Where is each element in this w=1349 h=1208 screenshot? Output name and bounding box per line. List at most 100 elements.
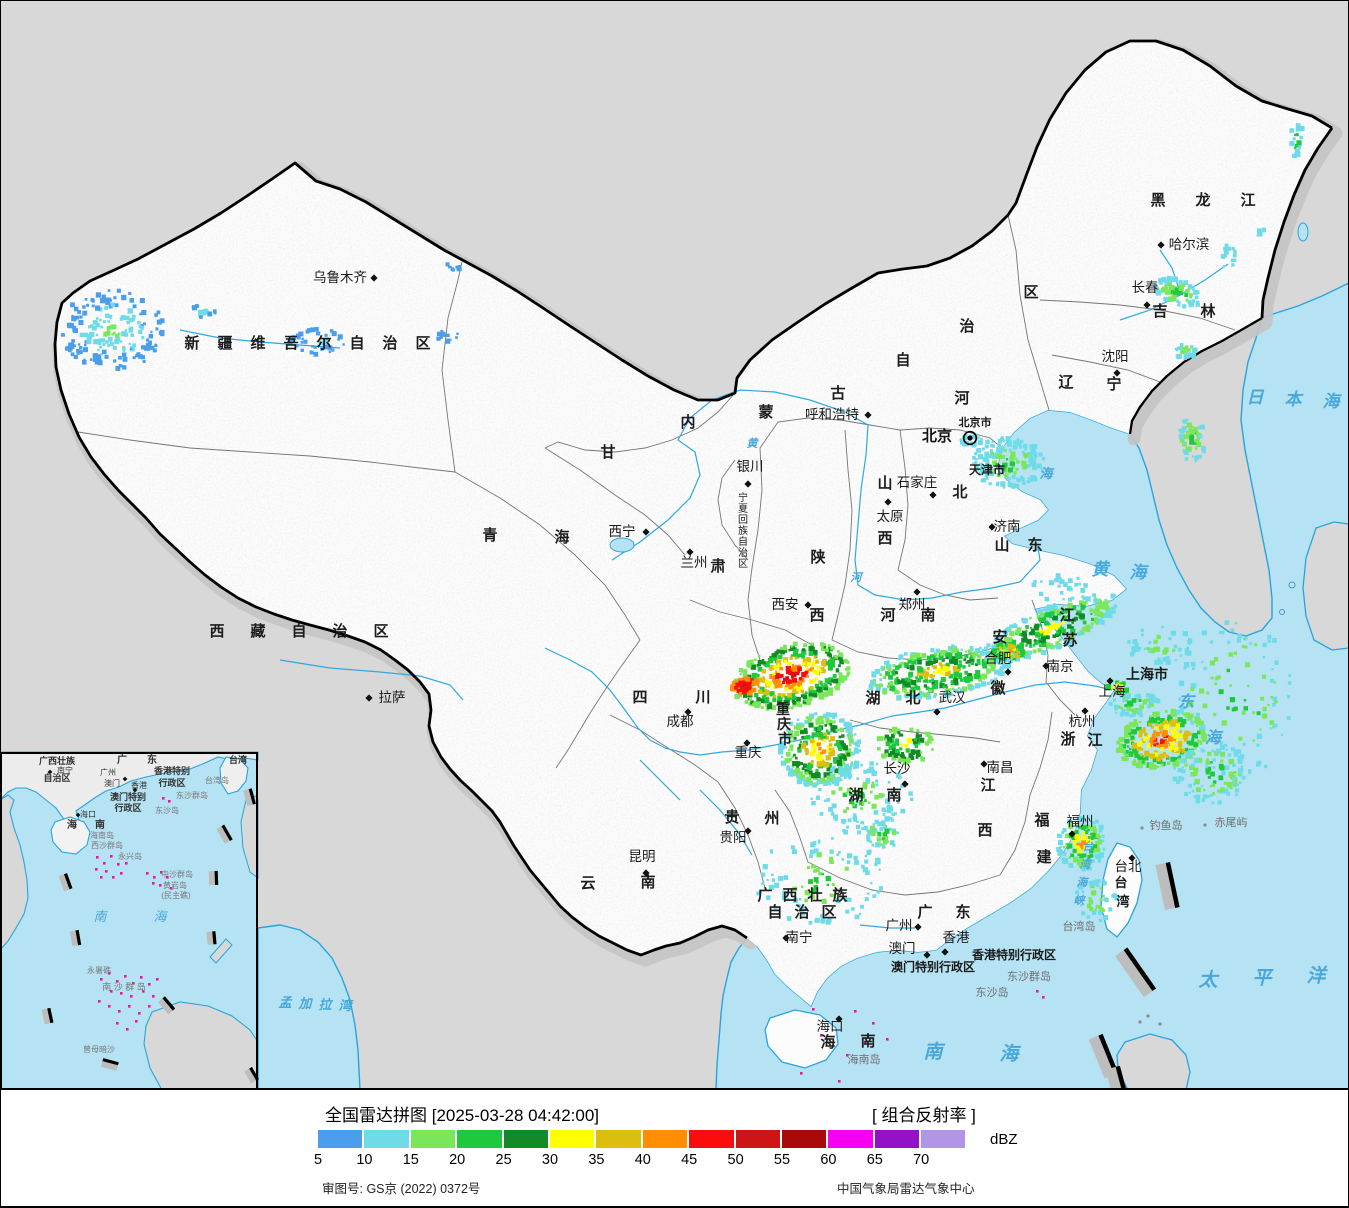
city-label: 长沙 [884,761,911,776]
reef-mark [864,1042,867,1045]
inset-label: 行政区 [113,802,141,813]
inset-reef-mark [170,887,173,890]
province-label: 建 [1036,848,1052,866]
province-label: 区 [821,904,836,921]
inset-reef-mark [148,983,151,986]
color-scale-segment [318,1130,363,1148]
city-marker [929,491,937,499]
province-label: 市 [778,731,792,747]
color-scale-segment [596,1130,641,1148]
city-marker [980,760,988,768]
inset-reef-mark [96,856,99,859]
city-marker [365,694,373,702]
province-label: 治 [382,334,397,352]
inset-reef-mark [124,975,127,978]
color-scale-bar [318,1130,967,1148]
province-label: 安 [992,628,1007,646]
inset-reef-mark [135,1020,138,1023]
inset-label: 香港 [131,780,147,790]
islet-dot [1146,1014,1150,1018]
province-label: 自 [895,351,910,369]
province-label: 蒙 [758,403,773,421]
sea-label: 海 [1039,466,1054,481]
city-marker [1106,677,1114,685]
province-label: 区 [415,335,430,352]
radar-cluster-jilin-2 [1174,342,1198,360]
color-scale-tick: 50 [727,1152,744,1168]
sea-label: 平 [1252,968,1274,989]
province-label: 疆 [217,335,232,352]
city-label: 南京 [1047,659,1074,674]
province-label: 宁 [1106,375,1121,393]
inset-reef-mark [148,1005,151,1008]
color-scale-segment [410,1130,456,1148]
city-label: 太原 [877,509,904,524]
province-label: 河 [880,606,895,624]
sea-label: 海 [1130,563,1150,582]
city-label: 济南 [994,519,1021,534]
province-label: 黑 [1150,192,1165,209]
inset-reef-mark [146,872,149,875]
island-label: 赤尾屿 [1215,816,1248,829]
province-label: 青 [482,526,497,544]
inset-label: 西沙群岛 [91,840,123,850]
province-label: 海 [820,1033,835,1051]
province-label: 台 [1114,875,1127,890]
radar-cluster-shanghai-spot [1105,680,1129,696]
inset-reef-mark [117,863,120,866]
radar-cluster-ussuri [1256,227,1266,237]
inset-label: 台湾 [229,754,247,765]
data-source: 中国气象局雷达气象中心 [837,1182,975,1196]
city-marker [370,274,378,282]
province-label: 尔 [316,334,331,352]
province-label: 湖 [848,787,863,804]
inset-label: 海口 [80,809,96,819]
province-label: 新 [184,334,199,352]
reef-mark [800,1072,803,1075]
city-label: 拉萨 [379,690,406,705]
city-label: 呼和浩特 [805,407,859,422]
province-label: 藏 [250,622,265,640]
radar-cluster-east-china-sea [1175,620,1292,776]
province-label: 重 [776,701,790,717]
admin-label: 上海市 [1126,666,1168,682]
inset-label: 永兴岛 [118,851,142,861]
inset-reef-mark [159,884,162,887]
reef-mark [872,1022,875,1025]
inset-reef-mark [153,876,156,879]
province-label: 西 [782,887,797,904]
province-label: 北 [952,484,967,501]
inset-reef-mark [120,872,123,875]
city-label: 长春 [1132,280,1160,295]
inset-boundary-dash [41,1007,54,1025]
city-label: 哈尔滨 [1169,237,1210,252]
color-scale-tick: 15 [402,1152,419,1168]
inset-boundary-dash [100,1058,119,1071]
inset-reef-mark [166,876,169,879]
sea-label: 峡 [1074,894,1087,907]
city-marker [1143,301,1151,309]
color-scale-tick: 20 [449,1152,466,1168]
radar-cluster-heilongjiang [1220,243,1237,268]
city-marker [1042,662,1050,670]
color-scale-tick: 5 [313,1152,323,1168]
color-scale-segment [781,1130,827,1148]
province-label: 林 [1200,302,1216,320]
province-label: 州 [763,810,779,827]
province-label: 区 [373,623,388,640]
inset-reef-mark [103,862,106,865]
province-label: 吾 [283,335,298,352]
map-approval-number: 审图号: GS京 (2022) 0372号 [322,1182,481,1196]
inset-label: 南宁 [57,765,73,775]
province-label: 内 [680,413,695,431]
radar-cluster-anhui-spot [991,642,1026,662]
province-label: 江 [1087,731,1102,749]
islet-dot [1138,1020,1142,1024]
radar-cluster-chongqing-south [778,712,862,787]
inset-reef-mark [132,982,135,985]
city-marker [1004,668,1012,676]
city-marker [782,934,790,942]
national-border [53,39,1333,957]
inset-label: 自治区 [43,772,70,783]
city-label: 乌鲁木齐 [313,270,367,285]
